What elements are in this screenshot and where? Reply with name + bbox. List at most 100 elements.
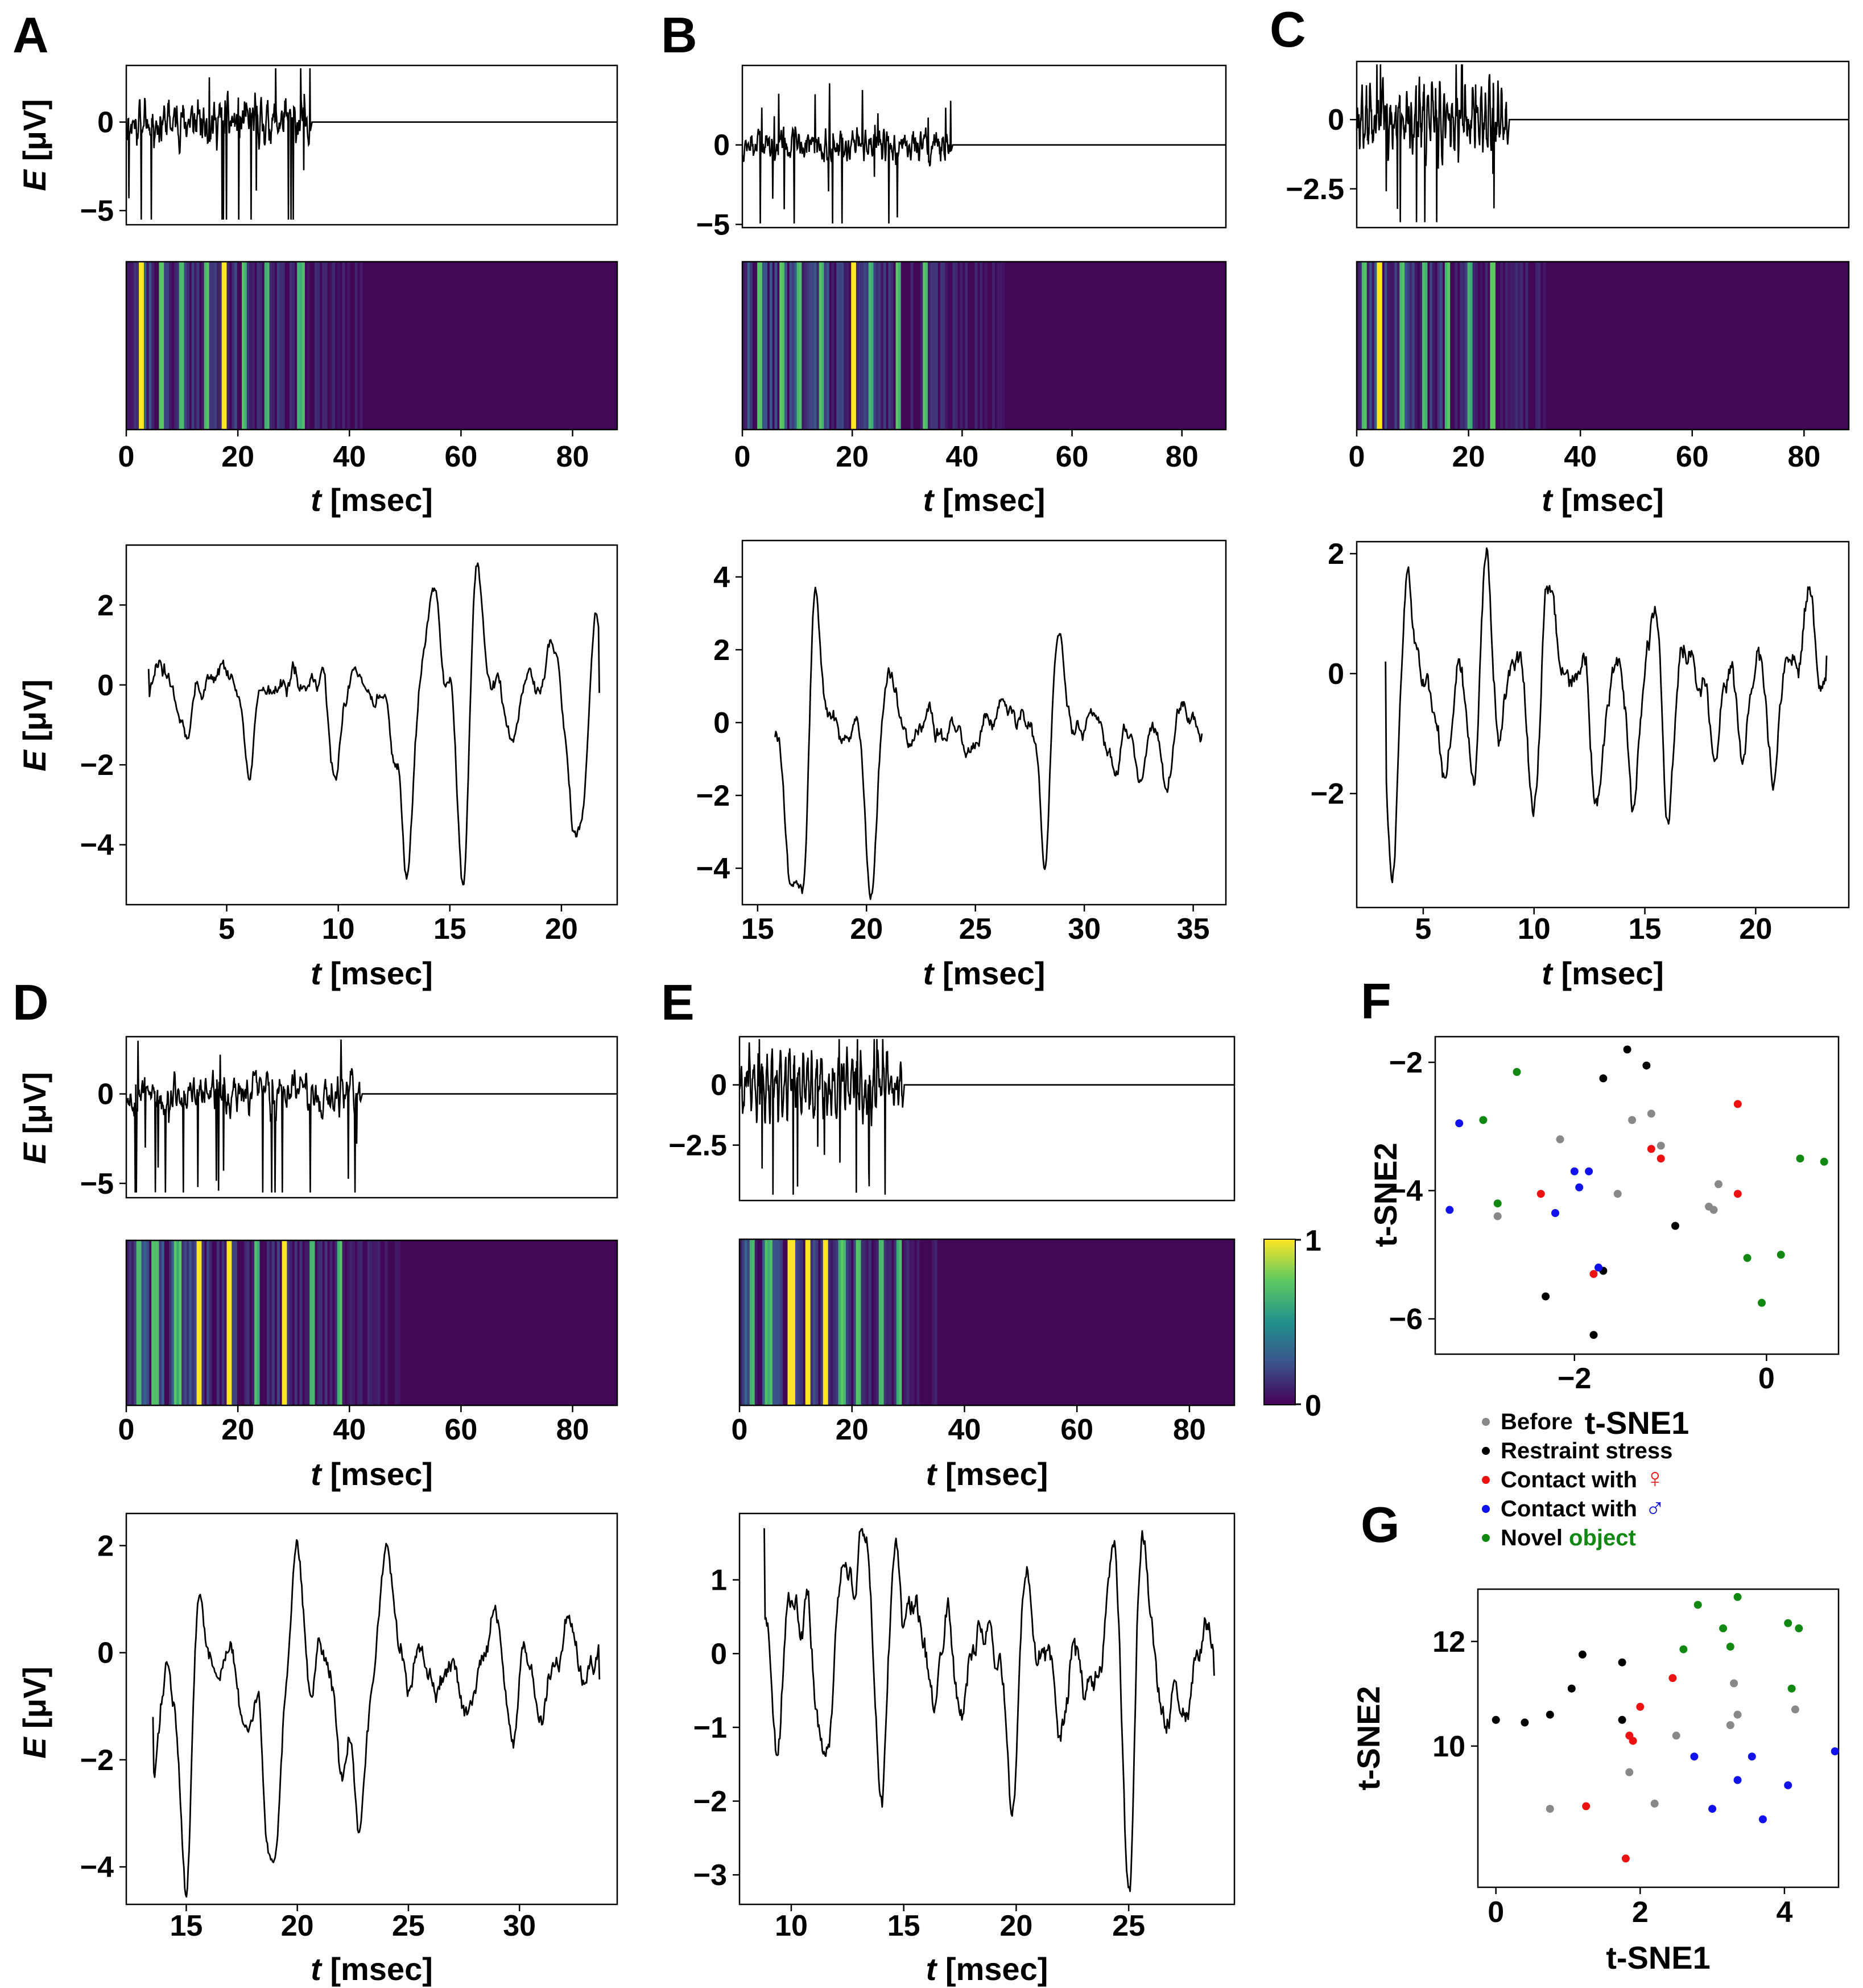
panel-a-heatmap-stripe (267, 262, 270, 430)
panel-e-heatmap-stripe (777, 1239, 780, 1405)
panel-c-heatmap-stripe (1465, 262, 1468, 430)
panel-b-zoom-xtick-label: 15 (741, 913, 774, 946)
panel-g-point (1784, 1619, 1792, 1627)
panel-c-heatmap-stripe (1440, 262, 1443, 430)
panel-c-heatmap-stripe (1455, 262, 1458, 430)
panel-a-heatmap-stripe (214, 262, 217, 430)
panel-a-heatmap-xlabel: t [msec] (311, 482, 433, 518)
panel-b-heatmap-stripe (1002, 262, 1005, 430)
legend-marker (1482, 1505, 1490, 1513)
panel-c-zoom-xtick-label: 10 (1518, 913, 1551, 946)
panel-d-heatmap-stripe (134, 1240, 137, 1405)
panel-d-heatmap-stripe (385, 1240, 388, 1405)
panel-d-heatmap-stripe (234, 1240, 237, 1405)
panel-b-heatmap-stripe (965, 262, 968, 430)
panel-e-waveform-frame (738, 1036, 1236, 1202)
panel-e-heatmap-stripe (909, 1239, 912, 1405)
panel-a-heatmap-stripe (307, 262, 310, 430)
panel-e: E0−2.50 20 40 60 80t [msec]10 15 20 2510−1−2−3t… (661, 974, 1236, 1987)
panel-b-zoom-xtick-label: 35 (1177, 913, 1210, 946)
panel-b-heatmap-stripe (925, 262, 928, 430)
panel-e-heatmap-stripe (795, 1239, 798, 1405)
panel-c-heatmap-stripe (1472, 262, 1476, 430)
panel-b-zoom-xtick-label: 20 (850, 913, 883, 946)
panel-d-heatmap-stripe (174, 1240, 177, 1405)
panel-d-heatmap-stripe (340, 1240, 343, 1405)
panel-g-point (1693, 1601, 1702, 1609)
panel-c-heatmap-stripe (1374, 262, 1377, 430)
panel-a-waveform-line (125, 68, 617, 220)
panel-b-waveform: 0 −5 (696, 64, 1227, 241)
panel-a-heatmap-stripe (342, 262, 345, 430)
panel-f-point (1599, 1074, 1608, 1083)
panel-f-ytick-label: −2 (1389, 1046, 1423, 1079)
panel-e-heatmap-stripe (845, 1239, 849, 1405)
colorbar: 1 0 (1263, 1224, 1321, 1422)
panel-e-heatmap-stripe (876, 1239, 879, 1405)
panel-a-heatmap-stripe (201, 262, 205, 430)
panel-a-heatmap-stripe (272, 262, 275, 430)
panel-f-point (1589, 1331, 1598, 1339)
panel-a-heatmap-stripe (354, 262, 358, 430)
panel-a-heatmap-background (126, 262, 617, 430)
panel-b-heatmap-stripe (858, 262, 862, 430)
panel-b-heatmap-stripe (923, 262, 926, 430)
panel-d-heatmap-stripe (395, 1240, 398, 1405)
panel-d-heatmap-stripe (143, 1240, 147, 1405)
panel-d-heatmap-stripe (194, 1240, 197, 1405)
panel-a-heatmap-stripe (251, 262, 255, 430)
panel-d-heatmap-stripe (246, 1240, 250, 1405)
panel-a-zoom-xtick-label: 15 (433, 913, 466, 946)
panel-c-heatmap-stripe (1402, 262, 1405, 430)
panel-b-heatmap-stripe (943, 262, 945, 430)
panel-letter-e: E (661, 974, 695, 1030)
panel-c-heatmap-stripe (1432, 262, 1435, 430)
panel-a-heatmap-stripe (249, 262, 253, 430)
panel-d-heatmap-stripe (189, 1240, 192, 1405)
panel-b-heatmap-stripe (974, 262, 978, 430)
panel-d-heatmap-stripe (352, 1240, 356, 1405)
panel-d-heatmap-stripe (309, 1240, 313, 1405)
panel-d-heatmap-stripe (136, 1240, 139, 1405)
panel-g-point (1621, 1854, 1630, 1863)
panel-b-heatmap-stripe (745, 262, 748, 430)
panel-e-heatmap-stripe (916, 1239, 920, 1405)
panel-c-heatmap-stripe (1518, 262, 1521, 430)
panel-d-heatmap-stripe (191, 1240, 195, 1405)
panel-f-point (1551, 1209, 1559, 1217)
panel-b-heatmap-stripe (846, 262, 849, 430)
panel-c-heatmap-stripe (1505, 262, 1508, 430)
panel-b-heatmap-stripe (932, 262, 936, 430)
panel-b-heatmap-stripe (898, 262, 901, 430)
panel-g-point (1546, 1805, 1554, 1813)
panel-f-point (1542, 1292, 1550, 1301)
panel-g-ytick-label: 12 (1432, 1626, 1465, 1659)
panel-c-heatmap-stripe (1467, 262, 1470, 430)
panel-e-zoom-ytick-label: −1 (693, 1711, 727, 1744)
panel-c-heatmap-stripe (1447, 262, 1451, 430)
panel-e-heatmap-stripe (808, 1239, 811, 1405)
panel-g-point (1787, 1684, 1796, 1693)
panel-a-heatmap-stripe (164, 262, 167, 430)
panel-d-heatmap-stripe (357, 1240, 360, 1405)
panel-c-zoom-xlabel: t [msec] (1542, 955, 1664, 991)
panel-a-heatmap-stripe (139, 262, 142, 430)
panel-b: B0−50 20 40 60 80t [msec]15 20 25 30 35420−2−4t … (661, 7, 1227, 991)
panel-g-point (1546, 1710, 1554, 1719)
panel-b-heatmap-stripe (895, 262, 899, 430)
panel-e-heatmap-stripe (815, 1239, 819, 1405)
panel-b-heatmap-stripe (774, 262, 778, 430)
panel-a-heatmap-stripe (322, 262, 325, 430)
panel-c-heatmap-stripe (1444, 262, 1448, 430)
panel-c-heatmap-stripe (1485, 262, 1488, 430)
panel-c-heatmap-stripe (1379, 262, 1382, 430)
panel-a-heatmap-stripe (329, 262, 333, 430)
panel-e-heatmap-stripe (744, 1239, 747, 1405)
panel-d-heatmap-stripe (334, 1240, 338, 1405)
panel-c-heatmap-stripe (1460, 262, 1463, 430)
panel-c-waveform-frame (1356, 60, 1850, 229)
panel-e-zoom-xtick-label: 20 (999, 1909, 1032, 1942)
panel-e-heatmap-stripe (866, 1239, 869, 1405)
panel-c-heatmap-stripe (1387, 262, 1390, 430)
